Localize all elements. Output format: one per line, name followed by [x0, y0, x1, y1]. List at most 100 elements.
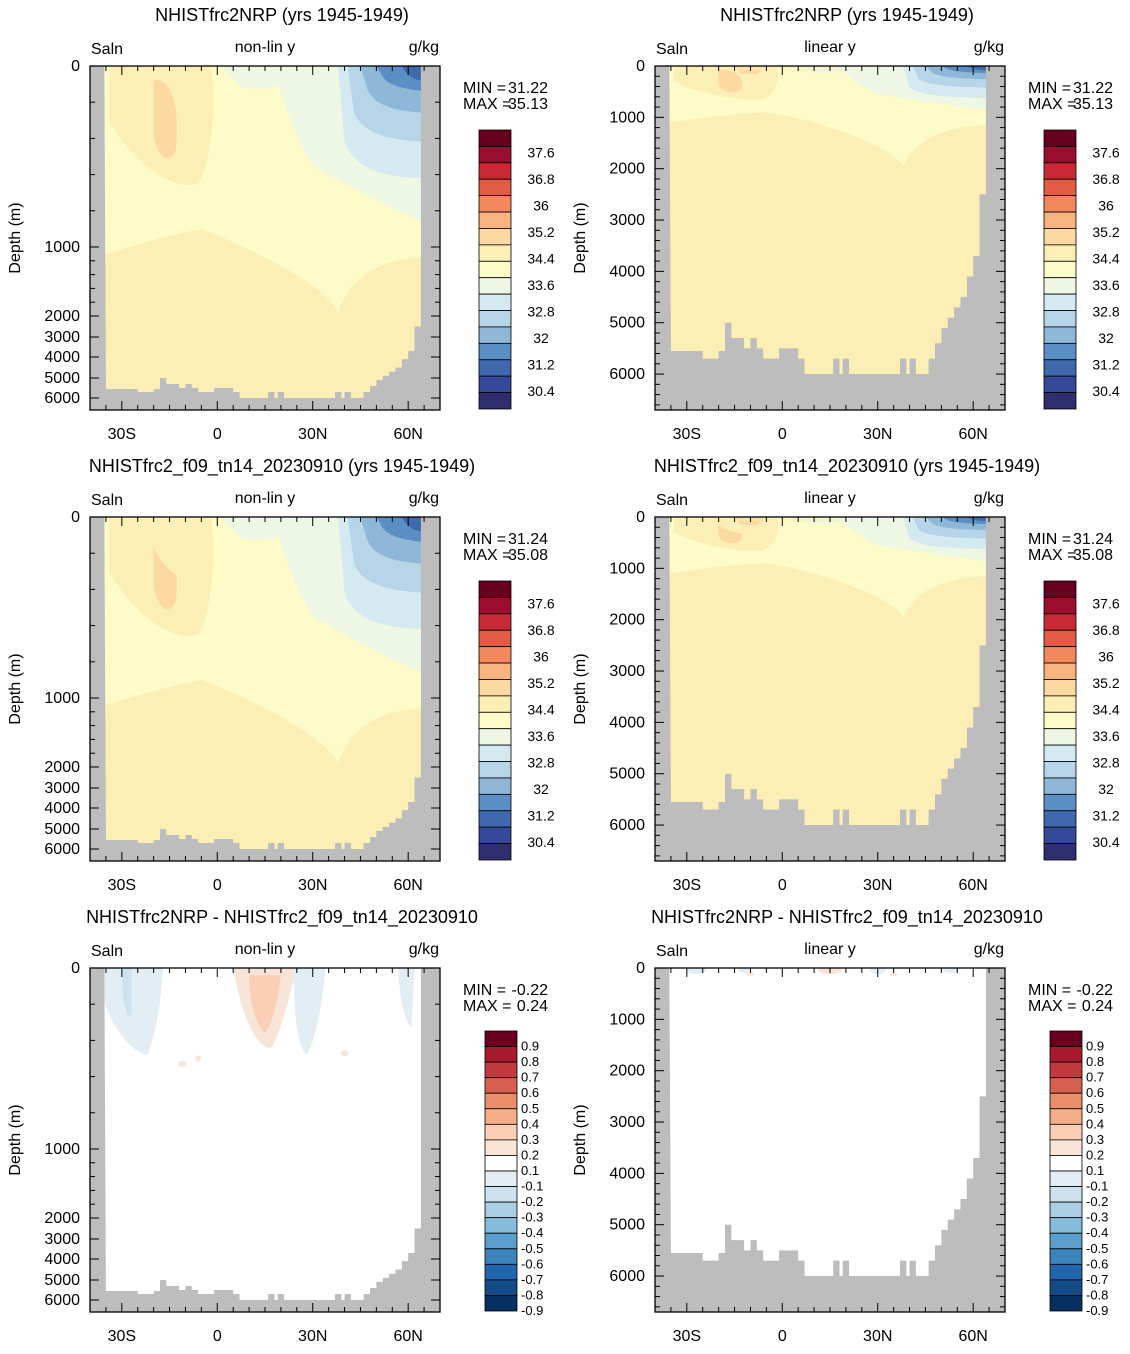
y-tick-label: 3000	[609, 212, 645, 229]
colorbar-label: -0.5	[521, 1241, 543, 1256]
y-tick-label: 2000	[609, 612, 645, 629]
unit-label: g/kg	[409, 490, 439, 507]
y-tick-label: 3000	[609, 663, 645, 680]
chart-panel: NHISTfrc2NRP - NHISTfrc2_f09_tn14_202309…	[572, 907, 1113, 1345]
colorbar-label: 37.6	[527, 596, 554, 612]
x-tick-label: 30N	[298, 426, 327, 443]
colorbar-label: 34.4	[1092, 702, 1119, 718]
colorbar-label: -0.6	[1086, 1256, 1108, 1271]
y-axis-label: Depth (m)	[572, 1104, 589, 1175]
colorbar-label: 36	[533, 198, 549, 214]
y-tick-label: 6000	[609, 366, 645, 383]
chart-panel: NHISTfrc2_f09_tn14_20230910 (yrs 1945-19…	[572, 456, 1120, 894]
axis-mode-label: linear y	[804, 39, 856, 56]
y-tick-label: 0	[636, 509, 645, 526]
x-tick-label: 30N	[298, 877, 327, 894]
x-tick-label: 60N	[394, 1328, 423, 1345]
axis-mode-label: non-lin y	[235, 39, 295, 56]
y-tick-label: 1000	[609, 1011, 645, 1028]
colorbar-label: 0.6	[521, 1085, 539, 1100]
colorbar-label: 0.4	[1086, 1116, 1104, 1131]
y-tick-label: 3000	[44, 329, 80, 346]
min-label: MIN =	[1028, 531, 1071, 548]
x-tick-label: 0	[213, 1328, 222, 1345]
max-value: 35.08	[508, 547, 548, 564]
max-label: MAX =	[463, 547, 511, 564]
colorbar-label: 0.9	[521, 1039, 539, 1054]
x-tick-label: 30S	[108, 1328, 136, 1345]
y-tick-label: 6000	[44, 841, 80, 858]
axis-mode-label: linear y	[804, 490, 856, 507]
x-tick-label: 0	[778, 877, 787, 894]
colorbar: 37.6 36.8 36 35.2 34.4 33.6 32.8 32 31.2 30.4	[478, 580, 555, 861]
colorbar-label: 32	[1098, 330, 1114, 346]
colorbar-label: -0.6	[521, 1256, 543, 1271]
land-mask	[90, 968, 440, 1312]
y-tick-label: 5000	[609, 766, 645, 783]
y-tick-label: 1000	[609, 109, 645, 126]
x-tick-label: 30S	[108, 426, 136, 443]
y-axis-label: Depth (m)	[7, 653, 24, 724]
variable-label: Saln	[91, 41, 123, 58]
colorbar-label: 32	[533, 330, 549, 346]
x-tick-label: 0	[213, 426, 222, 443]
chart-panel: NHISTfrc2NRP (yrs 1945-1949) Saln linear y…	[572, 5, 1120, 443]
variable-label: Saln	[91, 492, 123, 509]
colorbar-label: 35.2	[527, 675, 554, 691]
max-label: MAX =	[1028, 998, 1076, 1015]
y-tick-label: 6000	[609, 1268, 645, 1285]
colorbar-label: 0.7	[1086, 1070, 1104, 1085]
colorbar-label: -0.9	[1086, 1303, 1108, 1318]
y-tick-label: 3000	[44, 1231, 80, 1248]
colorbar-label: 32	[533, 781, 549, 797]
colorbar-label: 30.4	[527, 383, 554, 399]
colorbar-label: 33.6	[527, 728, 554, 744]
colorbar-label: 31.2	[527, 808, 554, 824]
contour-field	[655, 968, 1005, 1312]
min-label: MIN =	[463, 80, 506, 97]
x-tick-label: 0	[778, 426, 787, 443]
y-tick-label: 1000	[44, 1141, 80, 1158]
colorbar-label: 0.8	[521, 1054, 539, 1069]
y-tick-label: 4000	[609, 263, 645, 280]
x-tick-label: 30N	[298, 1328, 327, 1345]
y-tick-label: 5000	[44, 1272, 80, 1289]
y-tick-label: 4000	[44, 800, 80, 817]
min-value: 31.24	[508, 531, 548, 548]
colorbar: 0.90.80.70.60.50.40.30.20.1-0.1-0.2-0.3-…	[484, 1030, 543, 1318]
min-value: 31.22	[508, 80, 548, 97]
min-value: 31.24	[1073, 531, 1113, 548]
y-tick-label: 5000	[44, 370, 80, 387]
axis-mode-label: non-lin y	[235, 490, 295, 507]
contour-field	[655, 66, 1005, 410]
colorbar-label: 0.3	[1086, 1132, 1104, 1147]
colorbar-label: 0.5	[521, 1101, 539, 1116]
colorbar-label: -0.5	[1086, 1241, 1108, 1256]
land-mask	[655, 517, 1005, 861]
x-tick-label: 0	[778, 1328, 787, 1345]
colorbar-label: -0.9	[521, 1303, 543, 1318]
y-tick-label: 0	[636, 960, 645, 977]
max-label: MAX =	[1028, 547, 1076, 564]
y-axis-label: Depth (m)	[7, 1104, 24, 1175]
x-tick-label: 30S	[673, 877, 701, 894]
max-value: 35.13	[1073, 96, 1113, 113]
min-label: MIN =	[1028, 80, 1071, 97]
colorbar-label: -0.8	[1086, 1287, 1108, 1302]
min-label: MIN =	[463, 982, 506, 999]
x-tick-label: 30S	[108, 877, 136, 894]
colorbar-label: 32.8	[1092, 304, 1119, 320]
max-value: 35.13	[508, 96, 548, 113]
land-mask	[655, 968, 1005, 1312]
y-tick-label: 1000	[44, 239, 80, 256]
x-tick-label: 30N	[863, 1328, 892, 1345]
colorbar-label: 36.8	[527, 622, 554, 638]
y-tick-label: 2000	[44, 308, 80, 325]
colorbar-label: 36	[1098, 198, 1114, 214]
axis-mode-label: non-lin y	[235, 941, 295, 958]
chart-panel: NHISTfrc2_f09_tn14_20230910 (yrs 1945-19…	[7, 456, 555, 894]
colorbar-label: 37.6	[1092, 145, 1119, 161]
x-tick-label: 30S	[673, 426, 701, 443]
colorbar-label: 30.4	[527, 834, 554, 850]
land-mask	[655, 66, 1005, 410]
